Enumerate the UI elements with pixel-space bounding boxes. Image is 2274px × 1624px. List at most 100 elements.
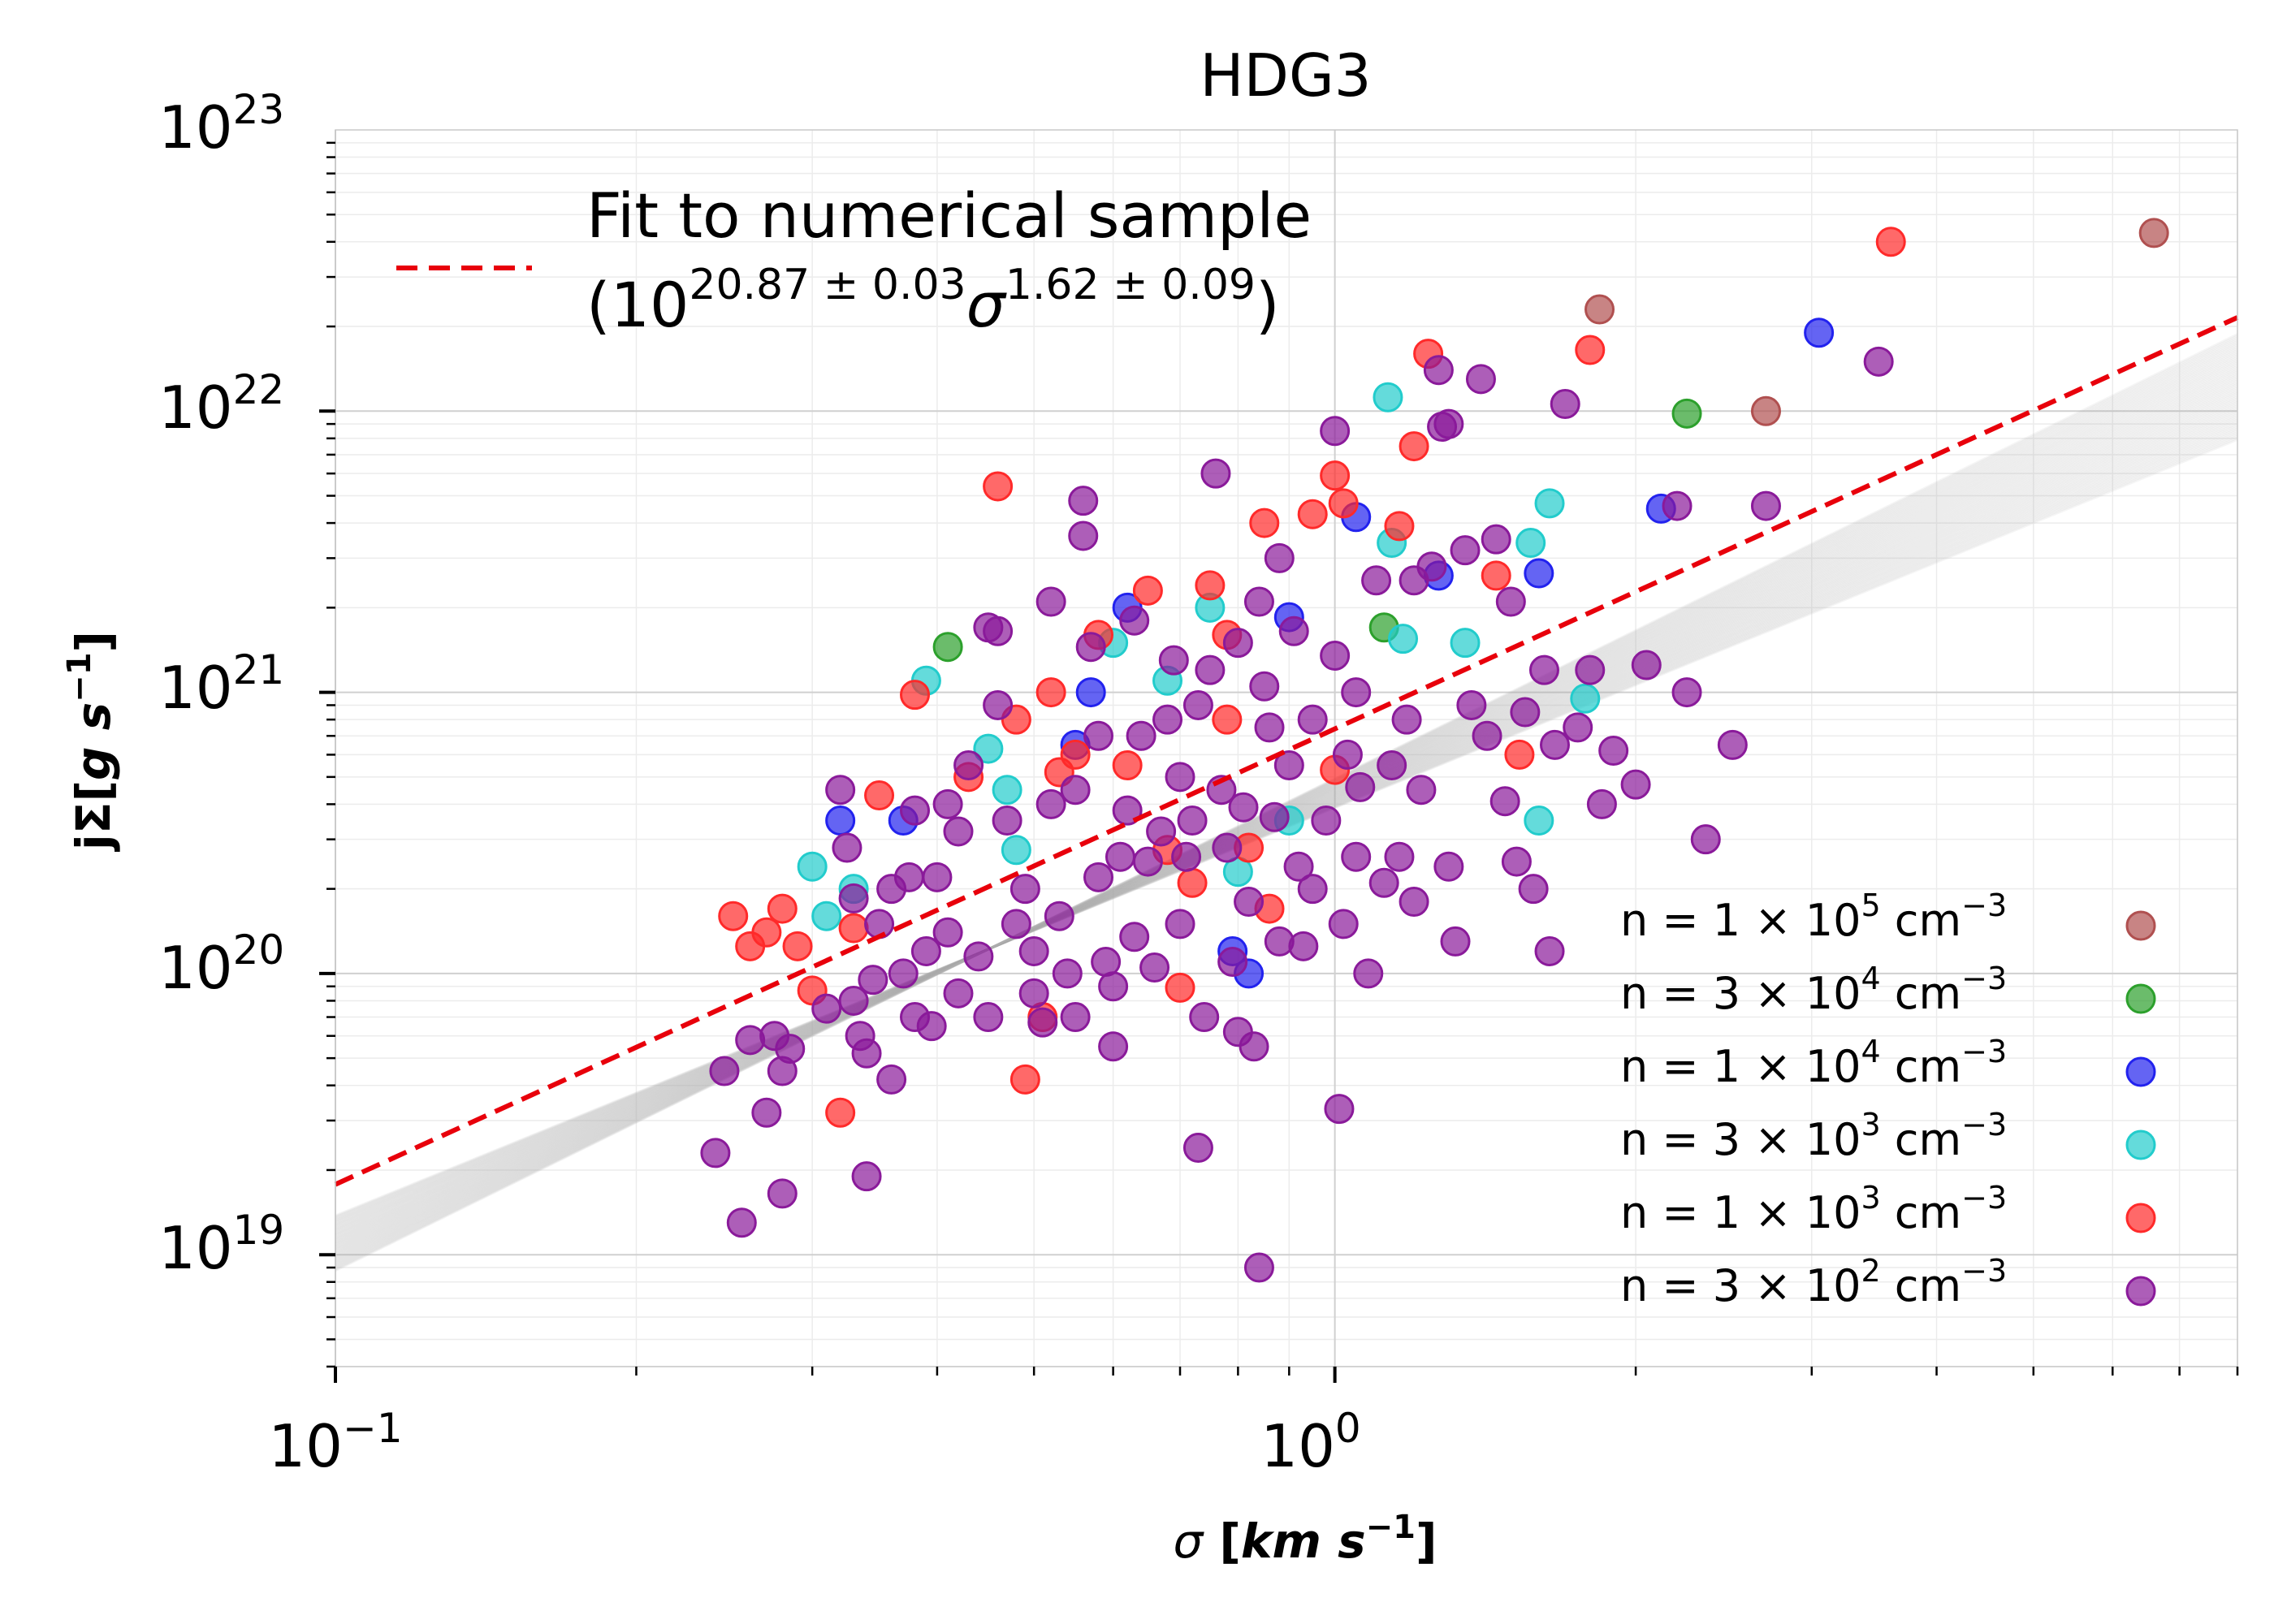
data-point [888, 958, 919, 989]
data-point [1222, 628, 1253, 659]
data-point [1264, 542, 1295, 573]
data-point [1575, 335, 1606, 365]
data-point [811, 993, 842, 1024]
data-point [1119, 922, 1150, 952]
legend-entry-label: n = 3 × 104 cm−3 [1620, 961, 2007, 1019]
fit-legend: Fit to numerical sample (1020.87 ± 0.03σ… [396, 179, 1312, 341]
x-tick-label: 100 [1260, 1405, 1360, 1480]
data-point [1345, 771, 1376, 802]
data-point [992, 775, 1022, 806]
data-point [1068, 486, 1099, 516]
data-point [1297, 704, 1328, 735]
legend-entry-label: n = 3 × 102 cm−3 [1620, 1253, 2007, 1311]
data-point [1035, 677, 1066, 708]
data-point [1423, 355, 1454, 386]
data-point [1671, 677, 1702, 708]
data-point [1332, 739, 1363, 770]
data-point [1195, 570, 1226, 601]
data-point [1060, 1002, 1091, 1033]
plot-frame [335, 129, 2238, 1367]
x-axis-label: σ [km s−1] [1173, 1509, 1437, 1569]
y-axis-label: jΣ[g s−1] [61, 631, 121, 852]
data-point [1177, 805, 1208, 836]
data-point [1098, 1031, 1129, 1062]
data-point [899, 680, 930, 710]
data-point [876, 1064, 907, 1095]
data-point [838, 985, 869, 1016]
data-point [1341, 841, 1372, 872]
legend-entry: n = 3 × 104 cm−3 [1620, 961, 2156, 1019]
legend-entry: n = 3 × 102 cm−3 [1620, 1253, 2156, 1311]
band-line [335, 338, 2238, 1269]
data-point [910, 935, 941, 966]
data-point [1283, 851, 1314, 882]
data-point [1234, 886, 1265, 917]
x-tick-label: 10−1 [268, 1405, 402, 1480]
legend-entry: n = 1 × 105 cm−3 [1620, 888, 2156, 946]
legend-entry-label: n = 1 × 105 cm−3 [1620, 888, 2007, 946]
data-point [1328, 488, 1359, 519]
data-point [1373, 382, 1403, 412]
data-points [700, 218, 2169, 1283]
data-point [1311, 805, 1342, 836]
data-point [858, 965, 888, 996]
data-point [1228, 792, 1259, 823]
band-line [335, 342, 2238, 1268]
data-point [899, 795, 930, 826]
data-point [1534, 488, 1565, 519]
data-point [1297, 874, 1328, 905]
data-point [1472, 720, 1502, 751]
data-point [1717, 729, 1748, 760]
data-point [1320, 640, 1351, 671]
data-point [1171, 841, 1202, 872]
data-point [1550, 389, 1580, 420]
data-point [726, 1207, 757, 1238]
data-point [1001, 835, 1031, 866]
data-point [973, 733, 1004, 764]
data-point [1075, 677, 1106, 708]
data-point [1570, 683, 1601, 714]
y-tick-label: 1022 [158, 366, 284, 442]
data-point [1052, 958, 1083, 989]
data-point [1112, 750, 1143, 781]
data-point [1586, 788, 1617, 819]
data-point [1495, 586, 1526, 617]
data-point [1243, 586, 1274, 617]
data-point [1139, 952, 1170, 983]
legend-entry-marker [2125, 1129, 2156, 1160]
x-tick-labels: 10−1 100 [268, 1405, 1360, 1480]
fit-line [334, 315, 2239, 1187]
legend-entry: n = 3 × 103 cm−3 [1620, 1107, 2156, 1165]
legend-entry-label: n = 3 × 103 cm−3 [1620, 1107, 2007, 1165]
data-point [893, 862, 924, 892]
data-point [943, 816, 974, 847]
data-point [767, 1178, 798, 1209]
data-point [864, 909, 895, 939]
data-point [1456, 689, 1487, 720]
data-point [1353, 958, 1384, 989]
data-point [700, 1138, 731, 1168]
data-point [973, 1002, 1004, 1033]
data-point [1044, 901, 1074, 931]
data-point [1146, 816, 1177, 847]
data-point [1518, 874, 1549, 905]
data-point [1091, 947, 1122, 978]
series-legend: n = 1 × 105 cm−3 n = 3 × 104 cm−3 n = 1 … [1620, 888, 2156, 1311]
data-point [1112, 795, 1143, 826]
data-point [1009, 1064, 1040, 1095]
data-point [1165, 972, 1195, 1003]
data-point [1165, 762, 1195, 793]
data-point [1501, 846, 1532, 877]
band-line [335, 343, 2238, 1267]
band-line [335, 339, 2238, 1268]
axis-ticks [319, 141, 2239, 1383]
data-point [1288, 931, 1319, 961]
data-point [1399, 886, 1429, 917]
data-point [825, 1097, 856, 1128]
data-point [1388, 624, 1419, 654]
data-point [1195, 654, 1226, 685]
data-point [1368, 867, 1399, 898]
data-point [838, 883, 869, 914]
data-point [1524, 805, 1554, 836]
data-point [1254, 712, 1285, 743]
